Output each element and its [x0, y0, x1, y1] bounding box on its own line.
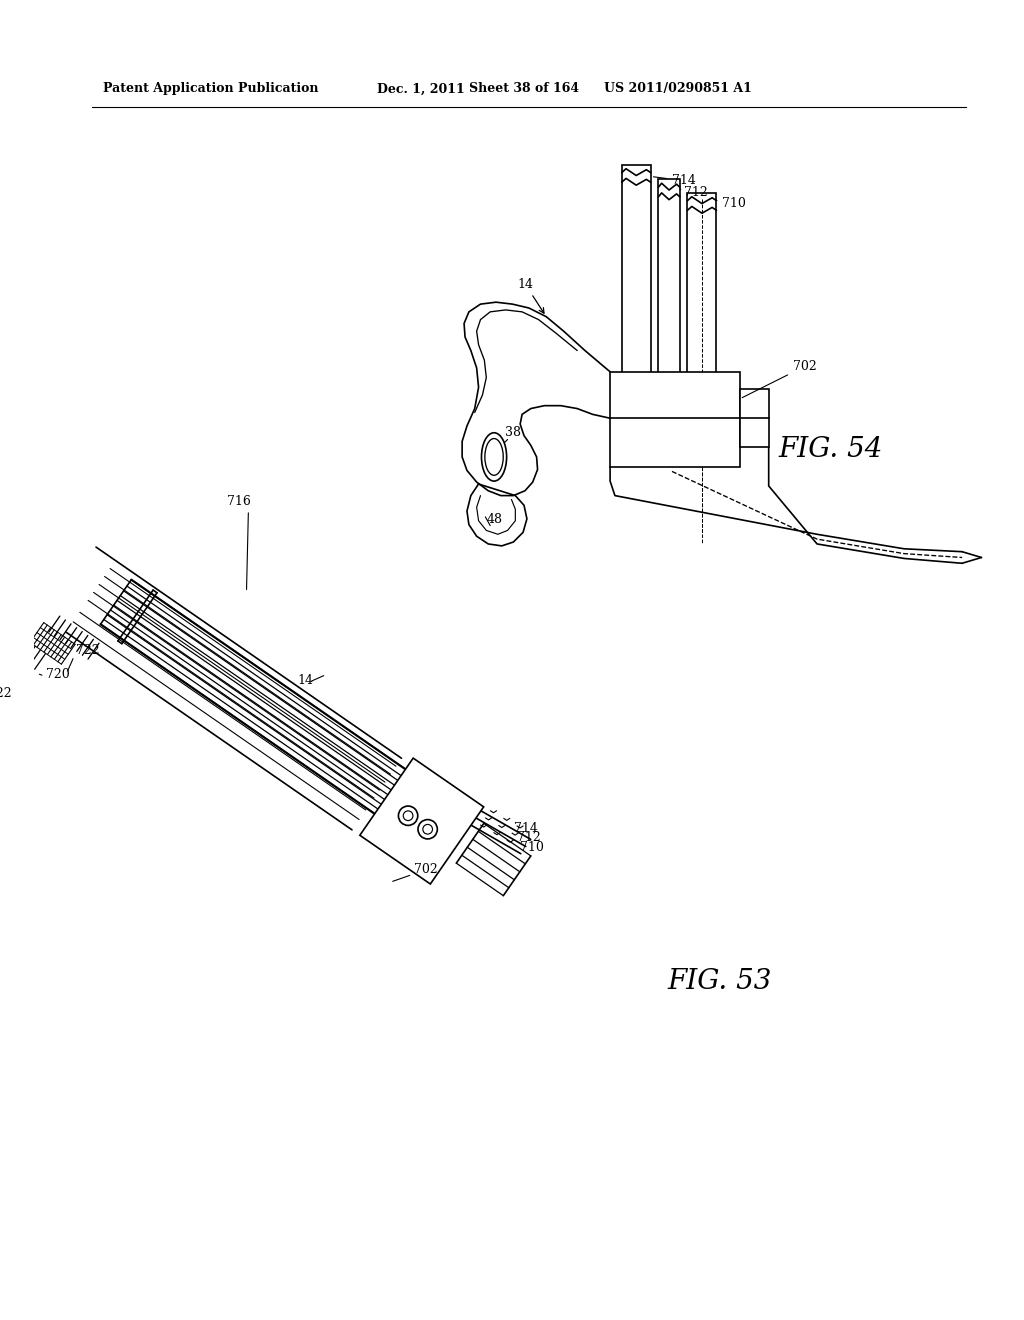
Text: Dec. 1, 2011: Dec. 1, 2011 [377, 82, 465, 95]
Ellipse shape [484, 438, 503, 475]
Text: 710: 710 [717, 198, 746, 210]
Text: 722: 722 [76, 644, 99, 657]
Circle shape [418, 820, 437, 840]
Polygon shape [622, 165, 650, 380]
Text: 720: 720 [46, 668, 71, 681]
Text: 712: 712 [680, 186, 708, 199]
Text: 702: 702 [415, 862, 438, 875]
Text: 14: 14 [517, 277, 544, 313]
Text: 38: 38 [505, 425, 520, 438]
Text: FIG. 53: FIG. 53 [668, 968, 771, 995]
Text: 714: 714 [514, 821, 539, 834]
Text: FIG. 54: FIG. 54 [778, 436, 883, 463]
Text: 14: 14 [297, 675, 313, 688]
Ellipse shape [481, 433, 507, 480]
Text: 48: 48 [486, 512, 503, 525]
Polygon shape [610, 372, 739, 466]
Text: 722: 722 [0, 686, 12, 700]
Text: 712: 712 [517, 832, 541, 845]
Polygon shape [687, 193, 717, 380]
Circle shape [403, 810, 413, 821]
Text: 714: 714 [653, 174, 696, 187]
Text: 710: 710 [520, 841, 544, 854]
Text: 716: 716 [227, 495, 251, 508]
Circle shape [423, 825, 432, 834]
Circle shape [398, 807, 418, 825]
Polygon shape [359, 758, 483, 884]
Text: Sheet 38 of 164: Sheet 38 of 164 [469, 82, 579, 95]
Polygon shape [739, 389, 769, 447]
Text: 702: 702 [742, 360, 816, 397]
Text: US 2011/0290851 A1: US 2011/0290851 A1 [604, 82, 753, 95]
Text: Patent Application Publication: Patent Application Publication [103, 82, 318, 95]
Polygon shape [658, 180, 680, 380]
